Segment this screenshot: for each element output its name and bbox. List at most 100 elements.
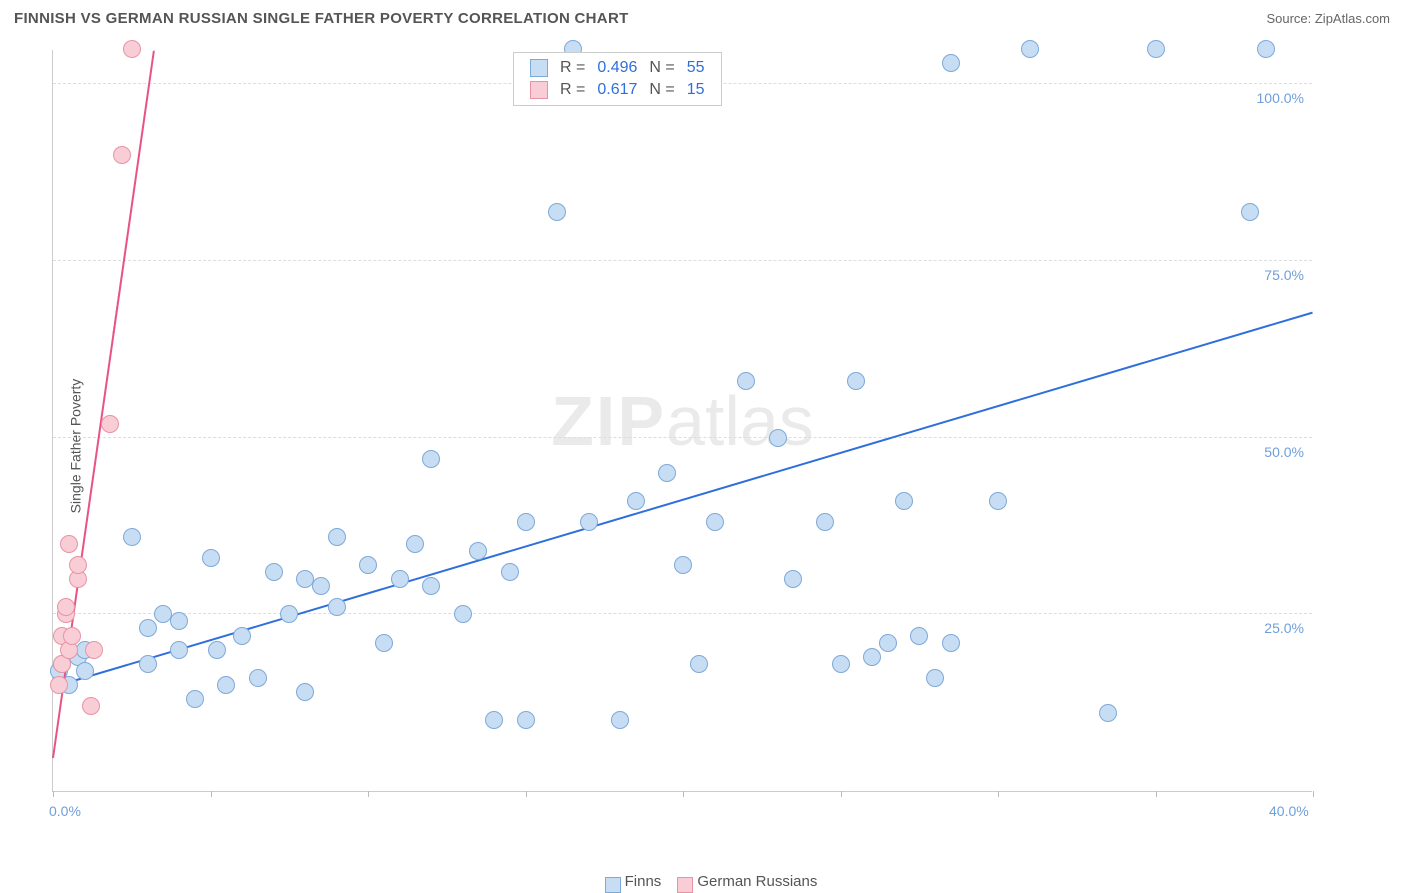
legend-label: German Russians	[697, 873, 817, 890]
source-label: Source: ZipAtlas.com	[1266, 11, 1390, 26]
y-tick-label: 75.0%	[1264, 267, 1304, 283]
data-point	[139, 655, 157, 673]
legend-r-prefix: R =	[554, 79, 591, 101]
data-point	[1257, 40, 1275, 58]
x-tick	[368, 791, 369, 797]
data-point	[611, 711, 629, 729]
x-tick	[526, 791, 527, 797]
data-point	[280, 605, 298, 623]
data-point	[391, 570, 409, 588]
bottom-legend: Finns German Russians	[0, 873, 1406, 890]
data-point	[265, 563, 283, 581]
gridline-h	[53, 437, 1312, 438]
data-point	[1021, 40, 1039, 58]
data-point	[328, 528, 346, 546]
data-point	[847, 372, 865, 390]
data-point	[217, 676, 235, 694]
chart-title: FINNISH VS GERMAN RUSSIAN SINGLE FATHER …	[14, 10, 629, 27]
data-point	[186, 690, 204, 708]
data-point	[895, 492, 913, 510]
data-point	[57, 598, 75, 616]
data-point	[863, 648, 881, 666]
data-point	[1099, 704, 1117, 722]
x-tick	[683, 791, 684, 797]
data-point	[202, 549, 220, 567]
data-point	[706, 513, 724, 531]
data-point	[501, 563, 519, 581]
x-tick	[841, 791, 842, 797]
x-tick	[998, 791, 999, 797]
x-tick	[211, 791, 212, 797]
data-point	[517, 513, 535, 531]
legend-n-value: 15	[681, 79, 711, 101]
data-point	[76, 662, 94, 680]
data-point	[422, 577, 440, 595]
y-tick-label: 50.0%	[1264, 444, 1304, 460]
watermark: ZIPatlas	[551, 381, 814, 461]
x-tick-label: 40.0%	[1269, 803, 1309, 819]
data-point	[170, 612, 188, 630]
data-point	[784, 570, 802, 588]
data-point	[832, 655, 850, 673]
legend-r-value: 0.617	[591, 79, 643, 101]
data-point	[312, 577, 330, 595]
data-point	[454, 605, 472, 623]
data-point	[82, 697, 100, 715]
data-point	[208, 641, 226, 659]
data-point	[879, 634, 897, 652]
data-point	[485, 711, 503, 729]
x-tick	[53, 791, 54, 797]
x-tick	[1313, 791, 1314, 797]
data-point	[658, 464, 676, 482]
data-point	[328, 598, 346, 616]
data-point	[816, 513, 834, 531]
data-point	[359, 556, 377, 574]
y-tick-label: 25.0%	[1264, 620, 1304, 636]
legend-swatch	[605, 877, 621, 893]
data-point	[1241, 203, 1259, 221]
legend-label: Finns	[625, 873, 662, 890]
data-point	[85, 641, 103, 659]
data-point	[249, 669, 267, 687]
data-point	[233, 627, 251, 645]
scatter-plot-area: ZIPatlas 25.0%50.0%75.0%100.0%0.0%40.0%R…	[52, 50, 1312, 792]
chart-header: FINNISH VS GERMAN RUSSIAN SINGLE FATHER …	[0, 0, 1406, 31]
data-point	[548, 203, 566, 221]
legend-r-prefix: R =	[554, 57, 591, 79]
data-point	[63, 627, 81, 645]
legend-n-value: 55	[681, 57, 711, 79]
data-point	[170, 641, 188, 659]
data-point	[910, 627, 928, 645]
data-point	[942, 54, 960, 72]
x-tick	[1156, 791, 1157, 797]
data-point	[989, 492, 1007, 510]
gridline-h	[53, 613, 1312, 614]
data-point	[737, 372, 755, 390]
legend-n-prefix: N =	[643, 57, 680, 79]
legend-swatch	[530, 59, 548, 77]
data-point	[375, 634, 393, 652]
gridline-h	[53, 260, 1312, 261]
data-point	[123, 40, 141, 58]
data-point	[101, 415, 119, 433]
data-point	[517, 711, 535, 729]
data-point	[422, 450, 440, 468]
data-point	[139, 619, 157, 637]
data-point	[69, 556, 87, 574]
data-point	[580, 513, 598, 531]
data-point	[942, 634, 960, 652]
data-point	[627, 492, 645, 510]
trend-line	[112, 50, 154, 333]
data-point	[113, 146, 131, 164]
x-tick-label: 0.0%	[49, 803, 81, 819]
data-point	[406, 535, 424, 553]
data-point	[60, 535, 78, 553]
data-point	[926, 669, 944, 687]
data-point	[690, 655, 708, 673]
data-point	[674, 556, 692, 574]
data-point	[1147, 40, 1165, 58]
data-point	[123, 528, 141, 546]
legend-swatch	[677, 877, 693, 893]
data-point	[469, 542, 487, 560]
legend-r-value: 0.496	[591, 57, 643, 79]
